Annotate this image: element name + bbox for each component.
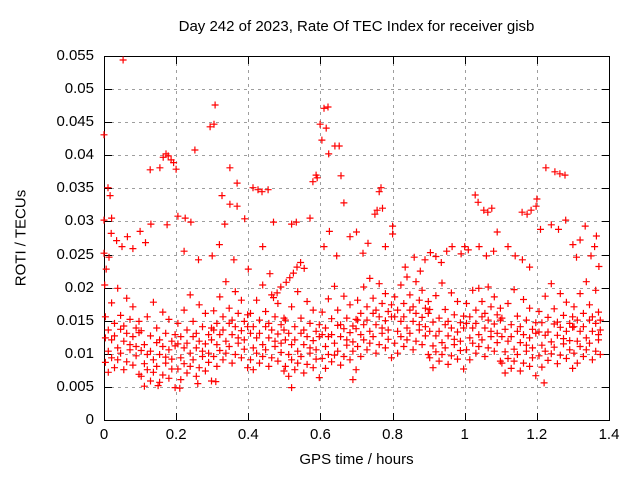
- x-tick-label: 1.2: [526, 426, 548, 443]
- y-tick-label: 0.01: [64, 344, 94, 362]
- y-tick-label: 0.05: [64, 80, 94, 98]
- y-tick-label: 0.035: [56, 179, 94, 197]
- x-tick-label: 0.6: [309, 426, 331, 443]
- y-tick-label: 0.02: [64, 278, 94, 296]
- axes: [104, 56, 610, 421]
- y-tick-label: 0: [85, 411, 94, 428]
- x-tick-label: 0.4: [237, 426, 259, 443]
- data-points: [100, 56, 604, 392]
- chart-title: Day 242 of 2023, Rate Of TEC Index for r…: [178, 18, 535, 35]
- y-tick-label: 0.015: [56, 311, 94, 329]
- x-tick-label: 0.2: [165, 426, 187, 443]
- x-tick-label: 1.4: [598, 426, 620, 443]
- x-tick-label: 0: [99, 426, 109, 443]
- plot-border: [104, 56, 610, 421]
- gridlines: [104, 56, 609, 420]
- y-tick-label: 0.025: [56, 245, 94, 263]
- y-axis-label-text: ROTI / TECUs: [12, 189, 30, 287]
- y-tick-label: 0.045: [56, 113, 94, 131]
- y-tick-label: 0.055: [56, 47, 94, 64]
- x-tick-label: 1: [460, 426, 469, 443]
- x-tick-label: 0.8: [382, 426, 403, 443]
- x-axis-label: GPS time / hours: [299, 451, 414, 468]
- y-tick-label: 0.03: [64, 212, 94, 230]
- y-tick-label: 0.04: [64, 146, 94, 164]
- y-tick-label: 0.005: [56, 377, 94, 395]
